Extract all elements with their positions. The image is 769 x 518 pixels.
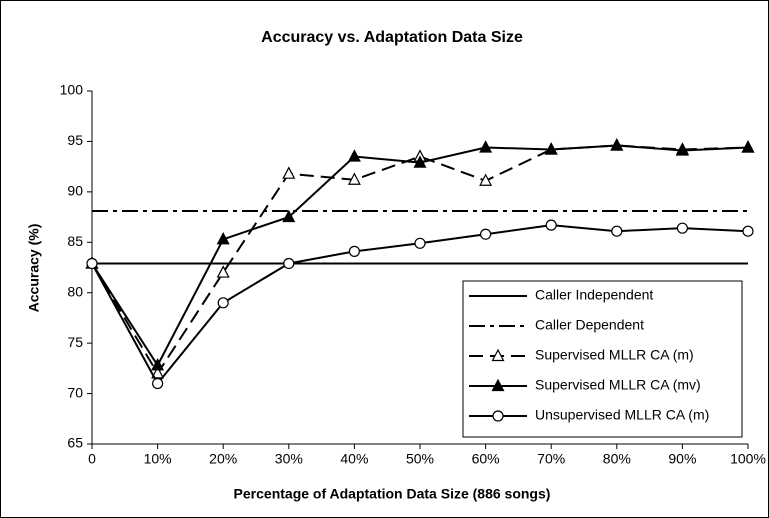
legend-marker <box>491 348 505 362</box>
y-tick-label: 65 <box>67 435 83 451</box>
data-point <box>347 172 361 185</box>
legend-label: Supervised MLLR CA (m) <box>535 347 694 363</box>
data-point <box>479 140 493 153</box>
data-point <box>217 297 229 309</box>
data-point <box>282 166 296 179</box>
data-point <box>216 265 230 278</box>
legend-label: Unsupervised MLLR CA (m) <box>535 407 709 423</box>
legend-marker <box>491 378 505 392</box>
legend-label: Caller Independent <box>535 287 653 303</box>
data-point <box>480 228 492 240</box>
y-tick-label: 80 <box>67 283 83 299</box>
data-point <box>152 377 164 390</box>
legend-label: Supervised MLLR CA (mv) <box>535 377 701 393</box>
data-point <box>413 155 427 168</box>
legend-box <box>462 280 743 438</box>
data-point <box>611 225 623 237</box>
data-point <box>216 231 230 245</box>
data-point <box>741 140 755 153</box>
data-point <box>545 219 557 231</box>
y-tick-label: 90 <box>67 183 83 199</box>
data-point <box>742 225 754 237</box>
x-tick-label: 20% <box>209 451 237 467</box>
x-tick-label: 10% <box>144 451 172 467</box>
x-tick-label: 90% <box>668 451 696 467</box>
x-tick-label: 0 <box>88 451 96 467</box>
data-point <box>414 237 426 249</box>
x-tick-label: 60% <box>472 451 500 467</box>
y-tick-label: 70 <box>67 384 83 400</box>
data-point <box>86 257 98 270</box>
legend-marker <box>492 410 504 422</box>
data-point <box>283 257 295 270</box>
y-tick-label: 85 <box>67 233 83 249</box>
y-axis-label: Accuracy (%) <box>26 224 42 313</box>
data-point <box>151 358 165 371</box>
x-tick-label: 100% <box>730 451 766 467</box>
y-tick-label: 75 <box>67 334 83 350</box>
x-tick-label: 80% <box>603 451 631 467</box>
data-point <box>282 209 296 223</box>
y-tick-label: 100 <box>60 82 84 98</box>
data-point <box>676 222 689 234</box>
x-tick-label: 70% <box>537 451 565 467</box>
x-axis-label: Percentage of Adaptation Data Size (886 … <box>234 486 551 502</box>
y-tick-label: 95 <box>67 132 83 148</box>
legend-label: Caller Dependent <box>535 317 644 333</box>
data-point <box>675 143 689 156</box>
data-point <box>347 149 361 162</box>
x-tick-label: 50% <box>406 451 434 467</box>
data-point <box>610 138 624 151</box>
x-tick-label: 40% <box>340 451 368 467</box>
data-point <box>348 245 360 257</box>
data-point <box>479 173 493 186</box>
data-point <box>544 142 558 155</box>
x-tick-label: 30% <box>275 451 303 467</box>
chart-title: Accuracy vs. Adaptation Data Size <box>261 29 523 46</box>
